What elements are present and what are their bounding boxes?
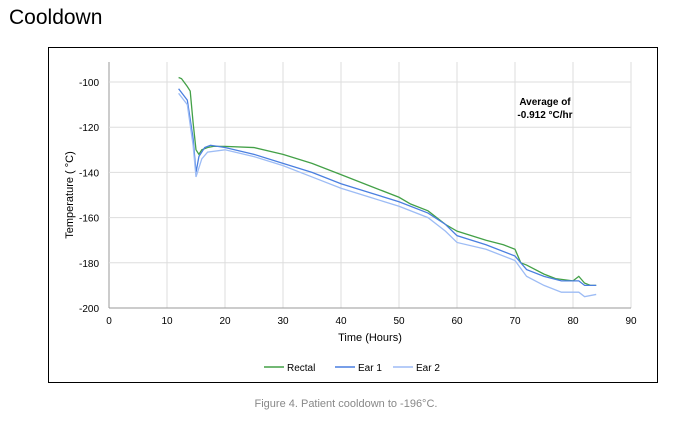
x-tick-label: 20 [219,316,231,327]
x-tick-label: 30 [277,316,289,327]
annotation-line-1: Average of [519,97,571,108]
legend-label: Rectal [287,363,315,374]
chart-frame: 0 10 20 30 40 50 60 70 80 90 -100 -120 -140 -160 -180 -… [48,47,658,383]
legend: Rectal Ear 1 Ear 2 [264,363,440,374]
y-axis-label: Temperature ( °C) [64,151,76,239]
y-tick-label: -160 [79,214,99,225]
x-tick-label: 60 [451,316,463,327]
x-tick-label: 0 [106,316,112,327]
annotation-line-2: -0.912 °C/hr [517,110,572,121]
y-tick-label: -100 [79,78,99,89]
x-tick-label: 80 [567,316,579,327]
x-tick-label: 70 [509,316,521,327]
cooldown-chart: 0 10 20 30 40 50 60 70 80 90 -100 -120 -140 -160 -180 -… [64,62,637,374]
x-tick-label: 10 [161,316,173,327]
page-title: Cooldown [9,6,103,29]
x-tick-label: 90 [625,316,637,327]
legend-label: Ear 2 [416,363,440,374]
y-tick-label: -180 [79,259,99,270]
series-line-rectal [178,76,597,287]
legend-label: Ear 1 [358,363,382,374]
series-line-ear-1 [178,88,597,287]
x-tick-label: 50 [393,316,405,327]
y-tick-label: -200 [79,304,99,315]
y-tick-label: -120 [79,123,99,134]
figure-caption: Figure 4. Patient cooldown to -196°C. [254,398,438,410]
x-tick-label: 40 [335,316,347,327]
y-tick-label: -140 [79,168,99,179]
series-line-ear-2 [178,92,597,298]
x-axis-label: Time (Hours) [338,332,402,344]
